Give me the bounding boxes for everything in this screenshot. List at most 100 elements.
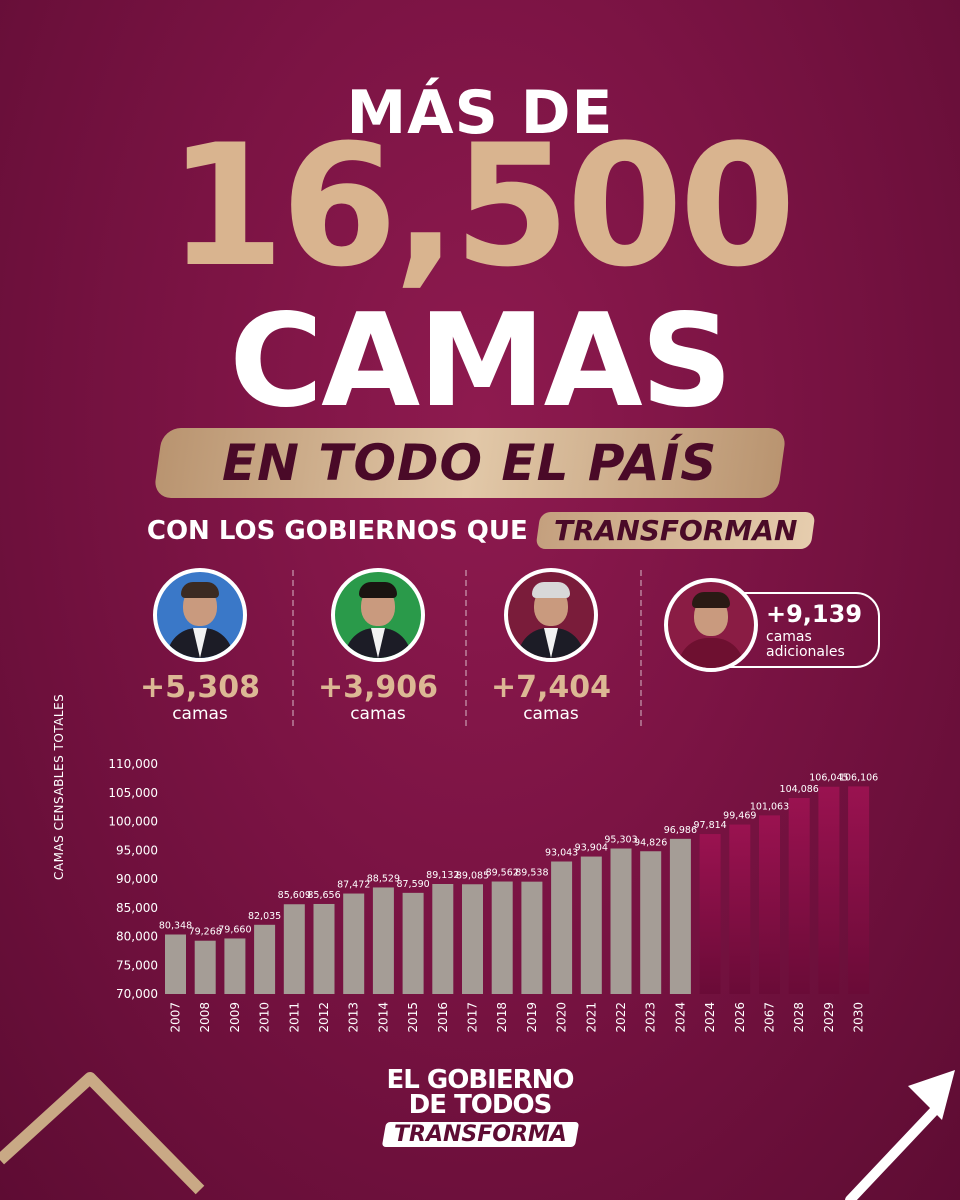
logo-line2: DE TODOS: [408, 1090, 553, 1120]
projected-bar: [848, 786, 870, 994]
x-tick-label: 2018: [495, 1002, 509, 1033]
x-tick-label: 2016: [436, 1002, 450, 1033]
bar-value-label: 80,348: [159, 920, 192, 931]
administration-unit: camas: [523, 704, 579, 724]
x-tick-label: 2011: [287, 1002, 301, 1033]
subheadline-highlight: TRANSFORMAN: [535, 512, 816, 549]
x-tick-label: 2067: [763, 1002, 777, 1033]
administration-unit: camas: [172, 704, 228, 724]
projected-bar: [699, 834, 721, 994]
y-tick-label: 110,000: [108, 757, 158, 771]
x-tick-label: 2007: [169, 1002, 183, 1033]
administration-2: +3,906 camas: [290, 568, 466, 724]
bar-value-label: 89,538: [515, 868, 548, 879]
y-tick-label: 95,000: [116, 843, 158, 857]
y-tick-label: 105,000: [108, 786, 158, 800]
actual-bar: [491, 881, 513, 994]
bar-value-label: 94,826: [634, 837, 667, 848]
actual-bar: [402, 892, 424, 994]
administration-3: +7,404 camas: [463, 568, 639, 724]
bar-value-label: 93,904: [575, 843, 608, 854]
country-banner-text: EN TODO EL PAÍS: [222, 434, 718, 492]
arrow-up-icon: [908, 1070, 955, 1120]
country-banner: EN TODO EL PAÍS: [153, 428, 787, 498]
bar-value-label: 104,086: [780, 784, 819, 795]
x-tick-label: 2030: [852, 1002, 866, 1033]
x-tick-label: 2010: [258, 1002, 272, 1033]
bar-value-label: 96,986: [664, 825, 697, 836]
bar-value-label: 85,609: [278, 890, 311, 901]
x-tick-label: 2021: [584, 1002, 598, 1033]
actual-bar: [610, 848, 632, 994]
divider: [292, 570, 294, 726]
projected-bar: [788, 798, 810, 994]
logo-line3: TRANSFORMA: [381, 1122, 579, 1147]
actual-bar: [224, 938, 246, 994]
projected-bar: [759, 815, 780, 994]
subheadline-text: CON LOS GOBIERNOS QUE: [146, 515, 528, 546]
x-tick-label: 2015: [406, 1002, 420, 1033]
future-portrait: [664, 578, 758, 672]
actual-bar: [432, 883, 454, 994]
x-tick-label: 2023: [644, 1002, 658, 1033]
headline-number: 16,500: [167, 108, 796, 304]
actual-bar: [283, 904, 305, 994]
bar-value-label: 95,303: [604, 835, 637, 846]
bar-value-label: 87,590: [396, 879, 429, 890]
bar-value-label: 106,106: [839, 772, 878, 783]
y-tick-label: 75,000: [116, 958, 158, 972]
actual-bar: [372, 887, 394, 994]
portrait-avatar: [331, 568, 425, 662]
brand-logo: EL GOBIERNO DE TODOS TRANSFORMA: [381, 1065, 579, 1147]
logo-line1: EL GOBIERNO: [386, 1065, 575, 1095]
y-tick-label: 100,000: [108, 815, 158, 829]
actual-bar: [343, 893, 365, 994]
divider: [640, 570, 642, 726]
x-tick-label: 2022: [614, 1002, 628, 1033]
headline-mas-de: MÁS DE: [346, 78, 614, 148]
decor-arrows: [0, 1070, 955, 1200]
x-tick-label: 2029: [822, 1002, 836, 1033]
x-tick-label: 2026: [733, 1002, 747, 1033]
actual-bar: [194, 940, 216, 994]
bar-value-label: 89,132: [426, 870, 459, 881]
actual-bar: [165, 934, 186, 994]
bar-value-label: 87,472: [337, 880, 370, 891]
decor-arrow-line: [845, 1105, 940, 1200]
y-tick-label: 85,000: [116, 901, 158, 915]
bar-value-label: 99,469: [723, 811, 756, 822]
portrait-avatar: [153, 568, 247, 662]
x-tick-label: 2017: [466, 1002, 480, 1033]
x-tick-label: 2008: [198, 1002, 212, 1033]
bar-value-label: 82,035: [248, 911, 281, 922]
future-gain-text: camas adicionales: [766, 630, 845, 660]
actual-bar: [669, 838, 691, 994]
bar-value-label: 89,562: [486, 868, 519, 879]
bar-value-label: 79,660: [218, 924, 251, 935]
divider: [465, 570, 467, 726]
y-tick-label: 90,000: [116, 872, 158, 886]
logo-line3-text: TRANSFORMA: [393, 1122, 567, 1147]
actual-bar: [580, 856, 602, 994]
portrait-avatar: [504, 568, 598, 662]
y-tick-label: 70,000: [116, 987, 158, 1001]
bar-value-label: 88,529: [367, 873, 400, 884]
actual-bar: [313, 903, 335, 994]
projected-bar: [729, 824, 751, 994]
portrait-avatar: [664, 578, 758, 672]
x-tick-label: 2009: [228, 1002, 242, 1033]
administration-unit: camas: [350, 704, 406, 724]
administration-gain: +3,906: [317, 670, 439, 705]
decor-gold-line: [0, 1072, 205, 1195]
bar-value-label: 89,085: [456, 870, 489, 881]
future-gain-text-line2: adicionales: [766, 644, 845, 660]
bar-value-label: 79,268: [189, 927, 222, 938]
x-tick-label: 2020: [555, 1002, 569, 1033]
actual-bar: [640, 851, 662, 994]
projected-bar: [818, 786, 840, 994]
administration-1: +5,308 camas: [112, 568, 288, 724]
x-tick-label: 2014: [376, 1002, 390, 1033]
actual-bar: [551, 861, 573, 994]
bar-value-label: 101,063: [750, 801, 789, 812]
future-gain: +9,139: [766, 600, 863, 628]
